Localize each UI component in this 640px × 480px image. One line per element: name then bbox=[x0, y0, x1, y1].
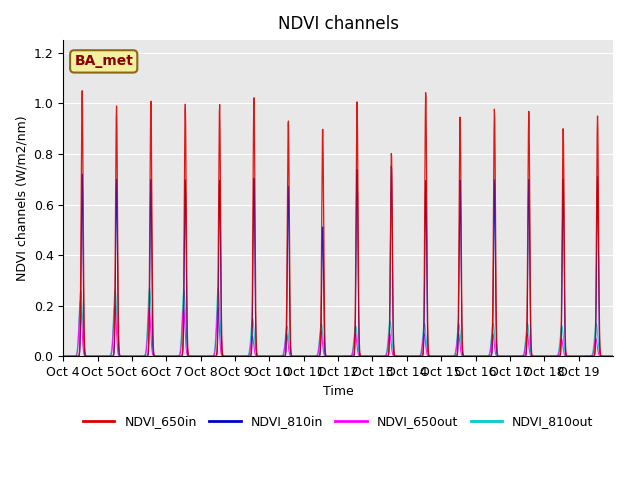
Title: NDVI channels: NDVI channels bbox=[278, 15, 399, 33]
X-axis label: Time: Time bbox=[323, 384, 353, 397]
Y-axis label: NDVI channels (W/m2/nm): NDVI channels (W/m2/nm) bbox=[15, 115, 28, 281]
Text: BA_met: BA_met bbox=[74, 54, 133, 69]
Legend: NDVI_650in, NDVI_810in, NDVI_650out, NDVI_810out: NDVI_650in, NDVI_810in, NDVI_650out, NDV… bbox=[78, 410, 598, 433]
